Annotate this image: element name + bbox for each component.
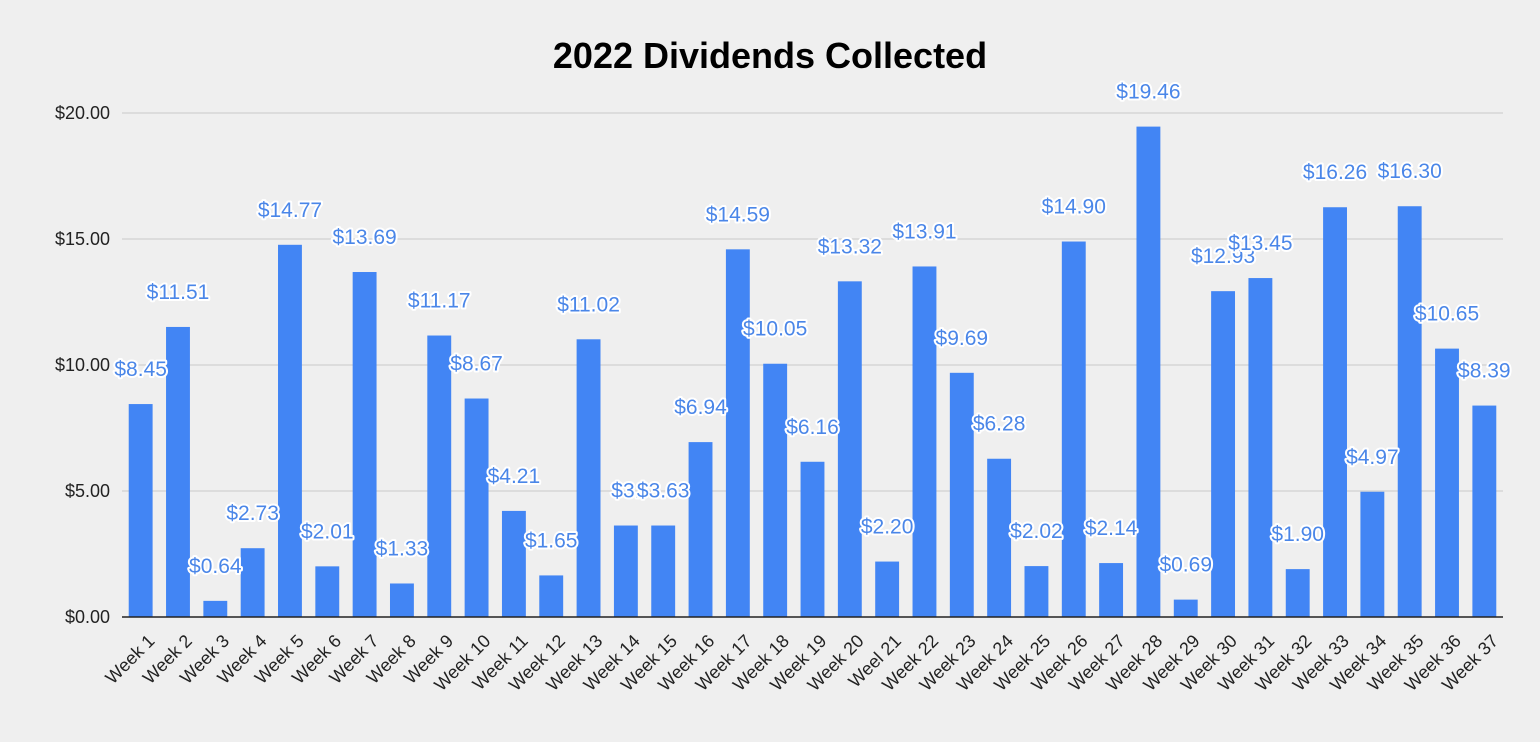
data-label: $14.59 [706, 203, 770, 226]
data-label: $8.67 [450, 353, 503, 376]
bar [800, 461, 825, 617]
bar [278, 244, 302, 617]
data-label: $11.02 [557, 293, 620, 316]
bar [1285, 569, 1310, 617]
bar [203, 600, 228, 617]
bar [1397, 206, 1422, 618]
data-label: $13.69 [332, 226, 396, 249]
bar [576, 339, 601, 617]
data-label: $11.17 [408, 290, 471, 313]
bar [1248, 278, 1273, 617]
data-label: $16.30 [1378, 160, 1442, 183]
bar [949, 372, 974, 617]
data-label: $8.39 [1458, 360, 1511, 383]
data-label: $13.45 [1228, 232, 1292, 255]
data-label: $12.93 [1191, 245, 1255, 268]
bar [912, 266, 937, 617]
data-label: $1.90 [1271, 523, 1324, 546]
bar [763, 363, 788, 617]
bar [1173, 599, 1198, 617]
chart-title: 2022 Dividends Collected [553, 35, 987, 76]
data-label: $11.51 [147, 281, 210, 304]
bar [128, 404, 153, 617]
data-label: $10.05 [743, 318, 807, 341]
y-tick-label: $15.00 [55, 229, 110, 249]
data-label: $19.46 [1116, 81, 1180, 104]
bar [464, 398, 489, 617]
data-label: $4.21 [488, 465, 541, 488]
data-label: $2.02 [1010, 520, 1063, 543]
data-label: $10.65 [1415, 303, 1479, 326]
bar [1136, 126, 1161, 617]
data-label: $8.45 [114, 358, 167, 381]
data-label: $6.28 [973, 413, 1026, 436]
bar [1099, 563, 1124, 617]
data-label: $13.91 [892, 220, 956, 243]
data-label: $2.73 [226, 502, 279, 525]
bars [128, 126, 1497, 618]
bar [166, 326, 190, 617]
bar [1061, 241, 1086, 617]
bar [1024, 566, 1049, 617]
bar [613, 525, 638, 617]
data-label: $6.94 [674, 396, 727, 419]
data-label: $1.33 [376, 537, 429, 560]
y-tick-label: $5.00 [65, 481, 110, 501]
y-axis-ticks: $0.00 $5.00 $10.00 $15.00 $20.00 [55, 103, 110, 627]
bar [875, 561, 900, 617]
data-label: $0.69 [1159, 554, 1212, 577]
data-label: $13.32 [818, 235, 882, 258]
y-tick-label: $10.00 [55, 355, 110, 375]
data-label: $2.20 [861, 516, 914, 539]
bar [1472, 405, 1497, 617]
bar [1435, 348, 1459, 617]
data-label: $16.26 [1303, 161, 1367, 184]
bar [688, 442, 713, 617]
bar [837, 281, 862, 617]
bar [501, 510, 526, 617]
y-tick-label: $20.00 [55, 103, 110, 123]
data-labels: $8.45 $11.51 $0.64 $2.73 $14.77 $2.01 $13.69 $1… [112, 79, 1512, 580]
data-label: $6.16 [786, 416, 839, 439]
bar [1323, 207, 1347, 618]
data-label: $3.63 [637, 480, 690, 503]
data-label: $4.97 [1346, 446, 1399, 469]
data-label: $9.69 [936, 327, 989, 350]
bar [1360, 491, 1385, 617]
bar [352, 272, 377, 617]
y-tick-label: $0.00 [65, 607, 110, 627]
bar [240, 548, 265, 617]
bar [315, 566, 340, 617]
data-label: $0.64 [189, 555, 242, 578]
bar [1211, 291, 1236, 617]
data-label: $3. [611, 480, 640, 503]
bar [427, 335, 452, 617]
data-label: $2.01 [301, 520, 354, 543]
data-label: $2.14 [1085, 517, 1138, 540]
data-label: $14.90 [1042, 196, 1106, 219]
bar [987, 458, 1012, 617]
data-label: $1.65 [525, 529, 578, 552]
bar [389, 583, 414, 617]
bar [651, 525, 676, 617]
data-label: $14.77 [258, 199, 322, 222]
bar [539, 575, 564, 617]
bar [725, 249, 750, 617]
